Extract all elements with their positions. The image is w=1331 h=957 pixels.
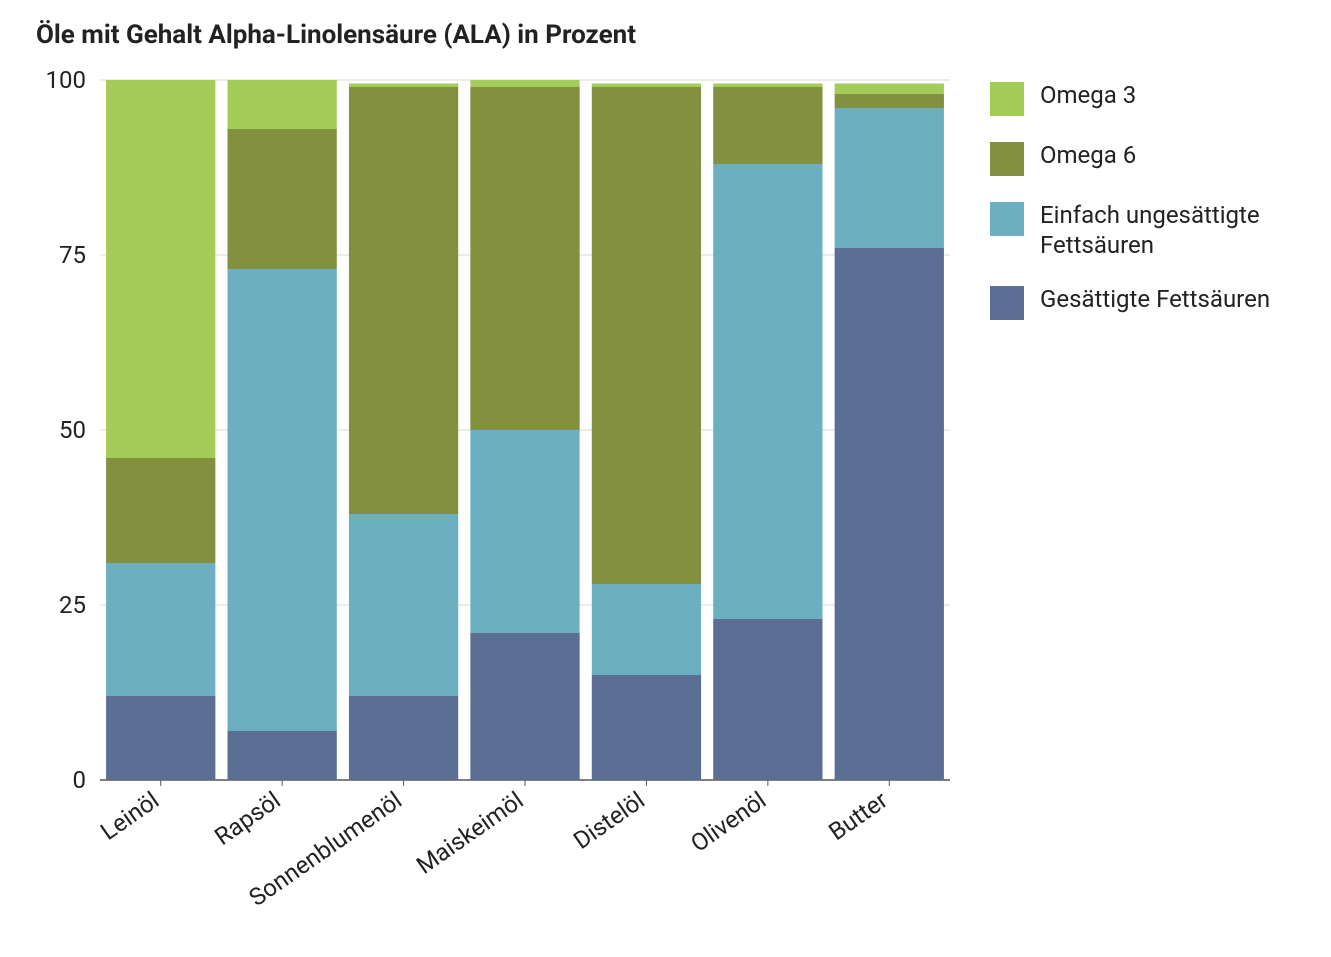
bar-segment-omega3 xyxy=(106,80,215,458)
x-tick-label: Rapsöl xyxy=(210,786,286,851)
legend: Omega 3 Omega 6 Einfach ungesättigte Fetts… xyxy=(990,80,1300,344)
legend-swatch-mono xyxy=(990,202,1024,236)
y-tick-label: 25 xyxy=(59,591,86,619)
chart-title: Öle mit Gehalt Alpha-Linolensäure (ALA) … xyxy=(36,20,1301,50)
legend-swatch-omega6 xyxy=(990,142,1024,176)
bar-segment-omega6 xyxy=(106,458,215,563)
y-tick-label: 50 xyxy=(59,416,86,444)
y-tick-label: 0 xyxy=(73,766,87,794)
bar-segment-mono xyxy=(470,430,579,633)
bar-segment-omega3 xyxy=(228,80,337,129)
bar-segment-omega6 xyxy=(470,87,579,430)
x-tick-label: Butter xyxy=(824,786,893,846)
legend-item-saturated: Gesättigte Fettsäuren xyxy=(990,284,1300,320)
bar-segment-saturated xyxy=(470,633,579,780)
bar-segment-saturated xyxy=(228,731,337,780)
bar-segment-mono xyxy=(228,269,337,731)
bar-segment-mono xyxy=(106,563,215,696)
legend-swatch-saturated xyxy=(990,286,1024,320)
x-tick-label: Maiskeimöl xyxy=(411,786,528,880)
bar-segment-omega6 xyxy=(592,87,701,584)
bar-segment-saturated xyxy=(592,675,701,780)
page-root: Öle mit Gehalt Alpha-Linolensäure (ALA) … xyxy=(0,0,1331,957)
bar-segment-mono xyxy=(713,164,822,619)
y-tick-label: 75 xyxy=(59,241,86,269)
y-tick-label: 100 xyxy=(46,70,86,94)
chart-wrap: 0255075100LeinölRapsölSonnenblumenölMais… xyxy=(30,70,1301,944)
legend-item-omega6: Omega 6 xyxy=(990,140,1300,176)
legend-label-omega3: Omega 3 xyxy=(1040,80,1136,110)
x-tick-label: Distelöl xyxy=(568,786,650,855)
bar-segment-omega6 xyxy=(713,87,822,164)
bar-segment-omega3 xyxy=(713,84,822,88)
legend-item-omega3: Omega 3 xyxy=(990,80,1300,116)
bar-segment-saturated xyxy=(349,696,458,780)
bar-segment-mono xyxy=(592,584,701,675)
bar-segment-saturated xyxy=(713,619,822,780)
bar-segment-mono xyxy=(835,108,944,248)
bar-segment-omega3 xyxy=(835,84,944,95)
bar-segment-omega3 xyxy=(349,84,458,88)
legend-swatch-omega3 xyxy=(990,82,1024,116)
bar-segment-omega6 xyxy=(349,87,458,514)
x-tick-label: Olivenöl xyxy=(685,786,771,858)
chart-svg: 0255075100LeinölRapsölSonnenblumenölMais… xyxy=(30,70,960,940)
bar-segment-omega6 xyxy=(228,129,337,269)
bar-segment-saturated xyxy=(835,248,944,780)
legend-item-mono: Einfach ungesättigte Fettsäuren xyxy=(990,200,1300,260)
chart-area: 0255075100LeinölRapsölSonnenblumenölMais… xyxy=(30,70,960,944)
bar-segment-omega3 xyxy=(592,84,701,88)
bar-segment-omega6 xyxy=(835,94,944,108)
legend-label-mono: Einfach ungesättigte Fettsäuren xyxy=(1040,200,1300,260)
bar-segment-saturated xyxy=(106,696,215,780)
legend-label-saturated: Gesättigte Fettsäuren xyxy=(1040,284,1270,314)
x-tick-label: Leinöl xyxy=(95,786,164,846)
legend-label-omega6: Omega 6 xyxy=(1040,140,1136,170)
bar-segment-mono xyxy=(349,514,458,696)
bar-segment-omega3 xyxy=(470,80,579,87)
